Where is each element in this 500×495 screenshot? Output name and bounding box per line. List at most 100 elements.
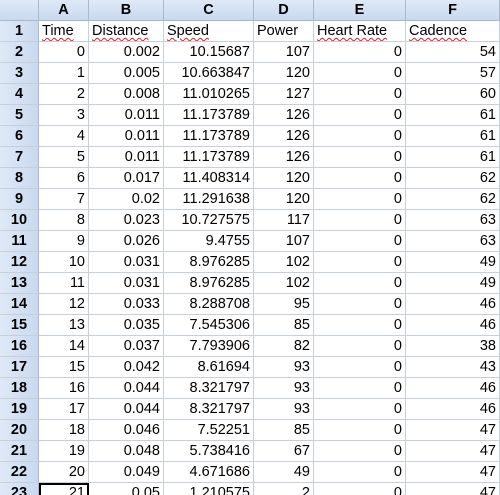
data-cell[interactable]: 0 — [314, 462, 406, 483]
data-cell[interactable]: 1.210575 — [164, 483, 254, 495]
data-cell[interactable]: 47 — [406, 483, 500, 495]
row-header[interactable]: 23 — [0, 483, 39, 495]
data-cell[interactable]: 0 — [314, 126, 406, 147]
data-cell[interactable]: 46 — [406, 399, 500, 420]
data-cell[interactable]: 127 — [254, 84, 314, 105]
data-cell[interactable]: 0 — [314, 147, 406, 168]
data-cell[interactable]: 11 — [39, 273, 89, 294]
data-cell[interactable]: 3 — [39, 105, 89, 126]
data-cell[interactable]: 107 — [254, 231, 314, 252]
data-cell[interactable]: 9 — [39, 231, 89, 252]
select-all-corner[interactable] — [0, 0, 39, 21]
data-cell[interactable]: 61 — [406, 105, 500, 126]
data-cell[interactable]: 4.671686 — [164, 462, 254, 483]
row-header[interactable]: 20 — [0, 420, 39, 441]
data-cell[interactable]: 18 — [39, 420, 89, 441]
data-cell[interactable]: 126 — [254, 147, 314, 168]
data-cell[interactable]: 6 — [39, 168, 89, 189]
row-header[interactable]: 17 — [0, 357, 39, 378]
data-cell[interactable]: 14 — [39, 336, 89, 357]
data-cell[interactable]: 5.738416 — [164, 441, 254, 462]
header-cell-d[interactable]: Power — [254, 21, 314, 42]
data-cell[interactable]: 0.005 — [89, 63, 164, 84]
row-header[interactable]: 13 — [0, 273, 39, 294]
data-cell[interactable]: 63 — [406, 231, 500, 252]
data-cell[interactable]: 117 — [254, 210, 314, 231]
row-header[interactable]: 11 — [0, 231, 39, 252]
data-cell[interactable]: 0.002 — [89, 42, 164, 63]
data-cell[interactable]: 60 — [406, 84, 500, 105]
data-cell[interactable]: 20 — [39, 462, 89, 483]
row-header[interactable]: 8 — [0, 168, 39, 189]
data-cell[interactable]: 16 — [39, 378, 89, 399]
row-header[interactable]: 9 — [0, 189, 39, 210]
data-cell[interactable]: 0 — [314, 420, 406, 441]
data-cell[interactable]: 126 — [254, 105, 314, 126]
row-header[interactable]: 4 — [0, 84, 39, 105]
row-header[interactable]: 16 — [0, 336, 39, 357]
data-cell[interactable]: 12 — [39, 294, 89, 315]
data-cell[interactable]: 0.046 — [89, 420, 164, 441]
data-cell[interactable]: 0.042 — [89, 357, 164, 378]
column-header-a[interactable]: A — [39, 0, 89, 21]
row-header[interactable]: 22 — [0, 462, 39, 483]
data-cell[interactable]: 4 — [39, 126, 89, 147]
data-cell[interactable]: 11.291638 — [164, 189, 254, 210]
data-cell[interactable]: 0.011 — [89, 126, 164, 147]
data-cell[interactable]: 85 — [254, 420, 314, 441]
data-cell[interactable]: 1 — [39, 63, 89, 84]
data-cell[interactable]: 0.011 — [89, 105, 164, 126]
data-cell[interactable]: 46 — [406, 315, 500, 336]
data-cell[interactable]: 38 — [406, 336, 500, 357]
data-cell[interactable]: 0 — [314, 105, 406, 126]
data-cell[interactable]: 8.288708 — [164, 294, 254, 315]
column-header-b[interactable]: B — [89, 0, 164, 21]
row-header[interactable]: 5 — [0, 105, 39, 126]
data-cell[interactable]: 0 — [314, 441, 406, 462]
data-cell[interactable]: 126 — [254, 126, 314, 147]
column-header-e[interactable]: E — [314, 0, 406, 21]
data-cell[interactable]: 67 — [254, 441, 314, 462]
data-cell[interactable]: 21 — [39, 483, 89, 495]
data-cell[interactable]: 0.035 — [89, 315, 164, 336]
data-cell[interactable]: 0.011 — [89, 147, 164, 168]
data-cell[interactable]: 85 — [254, 315, 314, 336]
data-cell[interactable]: 8.61694 — [164, 357, 254, 378]
data-cell[interactable]: 0 — [314, 231, 406, 252]
data-cell[interactable]: 0.044 — [89, 378, 164, 399]
header-cell-f[interactable]: Cadence — [406, 21, 500, 42]
data-cell[interactable]: 19 — [39, 441, 89, 462]
data-cell[interactable]: 47 — [406, 462, 500, 483]
data-cell[interactable]: 0 — [314, 315, 406, 336]
data-cell[interactable]: 49 — [406, 252, 500, 273]
data-cell[interactable]: 8.976285 — [164, 273, 254, 294]
data-cell[interactable]: 0 — [314, 168, 406, 189]
data-cell[interactable]: 0 — [314, 63, 406, 84]
row-header[interactable]: 15 — [0, 315, 39, 336]
data-cell[interactable]: 7.545306 — [164, 315, 254, 336]
data-cell[interactable]: 15 — [39, 357, 89, 378]
row-header[interactable]: 12 — [0, 252, 39, 273]
data-cell[interactable]: 0.026 — [89, 231, 164, 252]
data-cell[interactable]: 0 — [314, 210, 406, 231]
data-cell[interactable]: 0.048 — [89, 441, 164, 462]
data-cell[interactable]: 10.727575 — [164, 210, 254, 231]
data-cell[interactable]: 0.02 — [89, 189, 164, 210]
data-cell[interactable]: 2 — [39, 84, 89, 105]
data-cell[interactable]: 93 — [254, 357, 314, 378]
data-cell[interactable]: 11.010265 — [164, 84, 254, 105]
data-cell[interactable]: 0 — [314, 399, 406, 420]
data-cell[interactable]: 2 — [254, 483, 314, 495]
data-cell[interactable]: 107 — [254, 42, 314, 63]
data-cell[interactable]: 93 — [254, 378, 314, 399]
data-cell[interactable]: 11.408314 — [164, 168, 254, 189]
data-cell[interactable]: 54 — [406, 42, 500, 63]
data-cell[interactable]: 62 — [406, 189, 500, 210]
data-cell[interactable]: 102 — [254, 252, 314, 273]
data-cell[interactable]: 11.173789 — [164, 126, 254, 147]
data-cell[interactable]: 61 — [406, 147, 500, 168]
data-cell[interactable]: 0.031 — [89, 273, 164, 294]
data-cell[interactable]: 57 — [406, 63, 500, 84]
data-cell[interactable]: 0.033 — [89, 294, 164, 315]
data-cell[interactable]: 0.017 — [89, 168, 164, 189]
